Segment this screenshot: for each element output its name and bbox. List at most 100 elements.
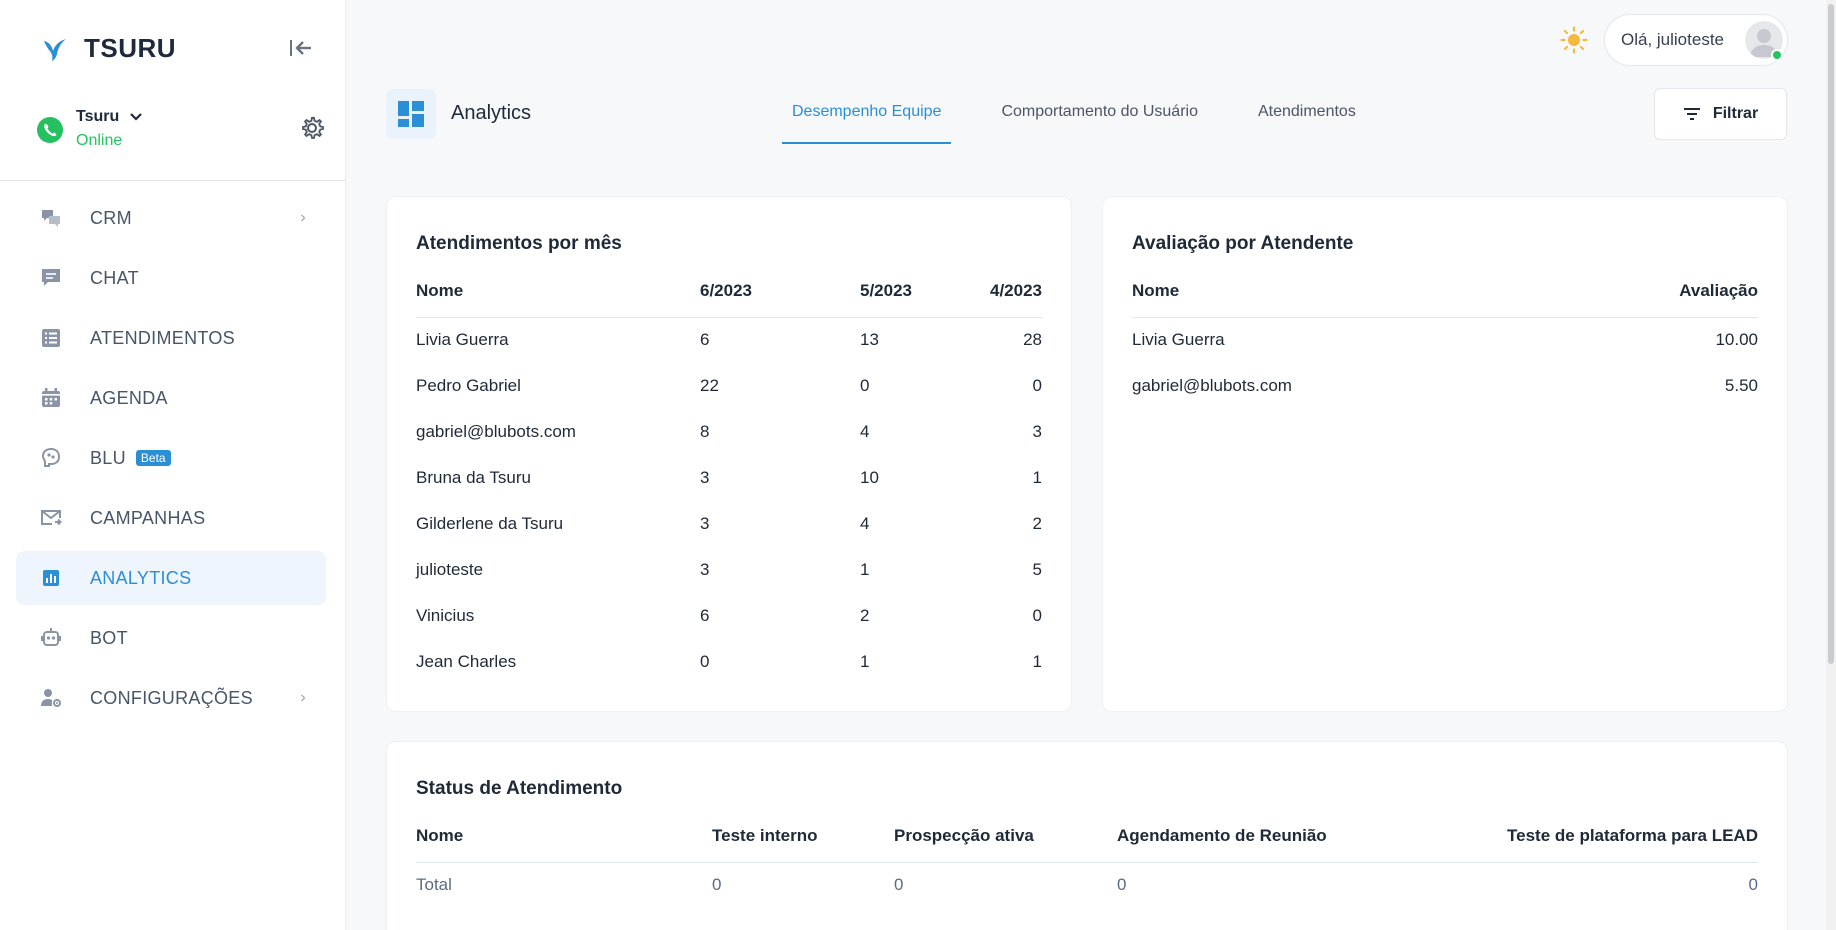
cell-value: 1: [860, 652, 870, 671]
attendance-status-card: Status de Atendimento Nome Teste interno…: [386, 741, 1788, 930]
table-row: gabriel@blubots.com 5.50: [1132, 363, 1758, 409]
table-row: julioteste 3 1 5: [416, 547, 1042, 593]
cell-value: 0: [712, 875, 722, 895]
brand: TSURU: [40, 30, 176, 66]
chat-icon: [40, 267, 62, 289]
cell-value: 3: [700, 560, 710, 579]
cell-value: 0: [1032, 606, 1042, 625]
cell-value: 13: [860, 330, 879, 350]
column-header: Avaliação: [1558, 265, 1758, 318]
theme-toggle-sun-icon[interactable]: [1560, 26, 1588, 54]
sidebar-item-campanhas[interactable]: CAMPANHAS: [16, 491, 326, 545]
sidebar-item-chat[interactable]: CHAT: [16, 251, 326, 305]
tab-desempenho-equipe[interactable]: Desempenho Equipe: [782, 90, 952, 144]
column-header: Nome: [416, 265, 700, 318]
cell-name: Pedro Gabriel: [416, 376, 521, 395]
list-icon: [40, 327, 62, 349]
page-scrollbar-thumb[interactable]: [1828, 4, 1834, 664]
cell-name: Bruna da Tsuru: [416, 468, 531, 487]
filter-button[interactable]: Filtrar: [1654, 88, 1787, 140]
cell-value: 0: [700, 652, 710, 671]
tab-comportamento-usuario[interactable]: Comportamento do Usuário: [1001, 103, 1198, 120]
cell-name: Gilderlene da Tsuru: [416, 514, 564, 533]
sidebar-item-atendimentos[interactable]: ATENDIMENTOS: [16, 311, 326, 365]
cell-name: Total: [416, 875, 452, 895]
analytics-page-icon: [386, 89, 436, 139]
account-name-dropdown[interactable]: Tsuru: [76, 108, 143, 126]
table-header-row: Nome Teste interno Prospecção ativa Agen…: [416, 810, 1758, 863]
user-menu-button[interactable]: Olá, julioteste: [1604, 14, 1788, 66]
column-header: Nome: [1132, 265, 1558, 318]
cell-value: 0: [860, 376, 870, 395]
brain-icon: [40, 447, 62, 469]
column-header: Prospecção ativa: [894, 810, 1117, 863]
account-selector: Tsuru Online: [36, 106, 326, 156]
column-header: Teste de plataforma para LEAD: [1417, 810, 1758, 863]
sidebar-nav: CRM › CHAT ATENDIMENTOS AGENDA BLU: [16, 191, 326, 731]
table-row: Total 0 0 0 0: [416, 862, 1758, 908]
cell-value: 0: [1117, 875, 1127, 895]
chevron-down-icon: [130, 113, 143, 121]
analytics-tabs: Desempenho Equipe Comportamento do Usuár…: [782, 90, 1406, 144]
mail-send-icon: [40, 507, 62, 529]
sidebar-item-configuracoes[interactable]: CONFIGURAÇÕES ›: [16, 671, 326, 725]
cell-value: 10.00: [1715, 330, 1758, 350]
account-settings-gear-icon[interactable]: [298, 114, 326, 142]
table-row: Livia Guerra 10.00: [1132, 317, 1758, 363]
cell-value: 2: [1032, 514, 1042, 533]
sidebar-item-crm[interactable]: CRM ›: [16, 191, 326, 245]
sidebar-item-label: CONFIGURAÇÕES: [90, 687, 253, 708]
sidebar-item-analytics[interactable]: ANALYTICS: [16, 551, 326, 605]
cell-name: gabriel@blubots.com: [416, 422, 576, 441]
column-header: 5/2023: [860, 265, 988, 318]
chevron-right-icon: ›: [300, 209, 306, 226]
column-header: Agendamento de Reunião: [1117, 810, 1417, 863]
column-header: Teste interno: [712, 810, 894, 863]
cell-value: 0: [894, 875, 904, 895]
account-name: Tsuru: [76, 108, 120, 125]
cell-value: 3: [700, 514, 710, 533]
filter-label: Filtrar: [1712, 105, 1759, 122]
cell-value: 22: [700, 376, 719, 395]
sidebar-item-label: BLU: [90, 447, 126, 468]
page-title: Analytics: [451, 102, 532, 124]
sidebar-item-label: AGENDA: [90, 387, 168, 408]
collapse-arrow-icon: [290, 40, 311, 56]
sidebar-item-label: ANALYTICS: [90, 567, 192, 588]
cell-name: gabriel@blubots.com: [1132, 376, 1292, 395]
collapse-sidebar-button[interactable]: [286, 34, 316, 62]
robot-icon: [40, 627, 62, 649]
card-title: Avaliação por Atendente: [1132, 233, 1354, 254]
calendar-icon: [40, 387, 62, 409]
cell-value: 0: [1748, 875, 1758, 895]
sidebar: TSURU Tsuru Online C: [0, 0, 346, 930]
user-greeting: Olá, julioteste: [1621, 30, 1724, 49]
whatsapp-icon: [37, 117, 63, 143]
tab-atendimentos[interactable]: Atendimentos: [1257, 103, 1356, 120]
cell-name: julioteste: [416, 560, 484, 579]
table-row: Bruna da Tsuru 3 10 1: [416, 455, 1042, 501]
cell-value: 4: [860, 422, 870, 441]
column-header: 4/2023: [988, 265, 1042, 318]
monthly-attendance-table: Nome 6/2023 5/2023 4/2023 Livia Guerra 6 1…: [416, 265, 1042, 685]
analytics-icon: [40, 567, 62, 589]
sidebar-item-bot[interactable]: BOT: [16, 611, 326, 665]
filter-icon: [1683, 108, 1700, 120]
cell-value: 10: [860, 468, 879, 487]
cell-value: 1: [1032, 468, 1042, 487]
table-row: Livia Guerra 6 13 28: [416, 317, 1042, 363]
sidebar-item-label: CHAT: [90, 267, 139, 288]
cell-value: 5: [1032, 560, 1042, 579]
brand-name: TSURU: [84, 32, 177, 63]
cell-value: 5.50: [1724, 376, 1758, 395]
sidebar-item-label: BOT: [90, 627, 128, 648]
cell-value: 3: [1032, 422, 1042, 441]
sidebar-item-blu[interactable]: BLU Beta: [16, 431, 326, 485]
cell-value: 0: [1032, 376, 1042, 395]
sidebar-item-agenda[interactable]: AGENDA: [16, 371, 326, 425]
column-header: Nome: [416, 810, 712, 863]
beta-badge: Beta: [135, 450, 171, 466]
table-row: Gilderlene da Tsuru 3 4 2: [416, 501, 1042, 547]
cell-value: 1: [860, 560, 870, 579]
table-row: Pedro Gabriel 22 0 0: [416, 363, 1042, 409]
